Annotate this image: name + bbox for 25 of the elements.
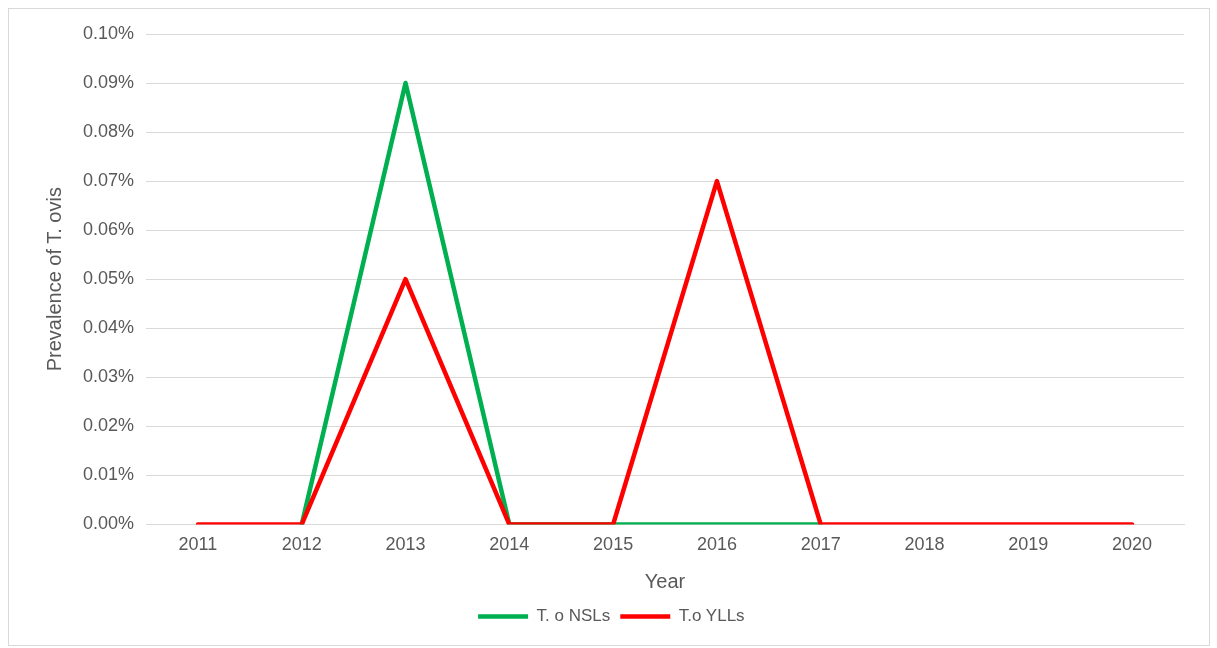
x-tick-label: 2020	[1112, 534, 1153, 555]
y-tick-label: 0.08%	[82, 121, 135, 142]
x-tick-label: 2016	[696, 534, 737, 555]
y-tick-label: 0.00%	[82, 513, 135, 534]
x-tick-label: 2015	[593, 534, 634, 555]
y-tick-label: 0.05%	[82, 268, 135, 289]
y-tick-label: 0.07%	[82, 170, 135, 191]
x-tick-label: 2018	[904, 534, 945, 555]
x-axis-title: Year	[644, 569, 686, 592]
x-tick-label: 2011	[178, 534, 218, 555]
y-tick-label: 0.04%	[82, 317, 135, 338]
y-tick-label: 0.02%	[82, 415, 135, 436]
x-tick-label: 2012	[281, 534, 322, 555]
x-tick-label: 2014	[489, 534, 530, 555]
legend-label: T.o YLLs	[678, 606, 745, 626]
legend-label: T. o NSLs	[536, 606, 611, 626]
y-axis-title: Prevalence of T. ovis	[42, 187, 65, 372]
y-tick-label: 0.06%	[82, 219, 135, 240]
x-tick-label: 2013	[385, 534, 426, 555]
y-tick-label: 0.03%	[82, 366, 135, 387]
y-tick-label: 0.09%	[82, 72, 135, 93]
x-tick-label: 2017	[800, 534, 841, 555]
y-tick-label: 0.01%	[82, 464, 135, 485]
x-tick-label: 2019	[1008, 534, 1049, 555]
y-tick-label: 0.10%	[82, 22, 135, 43]
